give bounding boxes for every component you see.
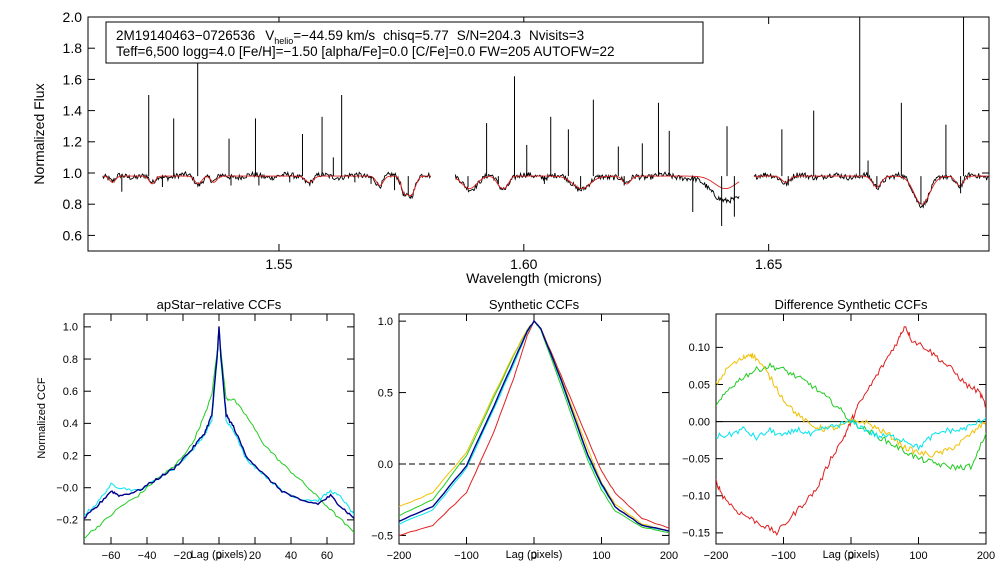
- synthetic-ccf-x-tick-label: 100: [592, 550, 610, 562]
- spectrum-x-tick-label: 1.55: [265, 256, 292, 272]
- difference-ccf-series-red: [716, 326, 986, 536]
- apstar-ccf-series-cyan: [84, 327, 354, 516]
- apstar-ccf-x-label: Lag (pixels): [191, 549, 248, 561]
- apstar-ccf-y-tick-label: −0.0: [56, 483, 78, 495]
- apstar-ccf-x-tick-label: 0: [216, 550, 222, 562]
- difference-ccf-y-tick-label: −0.15: [682, 528, 710, 540]
- synthetic-ccf-x-label: Lag (pixels): [506, 549, 563, 561]
- apstar-ccf-x-tick-label: 60: [321, 550, 333, 562]
- apstar-ccf-x-tick-label: 40: [285, 550, 297, 562]
- spectrum-info-box: 2M19140463−0726536 Vhelio=−44.59 km/s chis…: [105, 21, 704, 64]
- info-vhelio-value: =−44.59 km/s: [293, 28, 375, 43]
- spectrum-y-tick-label: 0.6: [63, 227, 83, 243]
- difference-ccf-y-tick-label: 0.00: [689, 416, 710, 428]
- difference-ccf-y-tick-label: −0.10: [682, 491, 710, 503]
- synthetic-ccf-y-tick-label: −0.5: [371, 530, 393, 542]
- synthetic-ccf-series-green: [399, 320, 669, 534]
- difference-ccf-y-tick-label: 0.05: [689, 379, 710, 391]
- synthetic-ccf-series-red: [399, 319, 669, 537]
- spectrum-y-tick-label: 1.2: [63, 134, 83, 150]
- spectrum-y-tick-label: 0.8: [63, 196, 83, 212]
- observed-spectrum-segment: [753, 171, 989, 209]
- model-spectrum-segment: [455, 175, 740, 190]
- apstar-ccf-plot-frame: [83, 313, 355, 545]
- spectrum-y-tick-label: 1.0: [63, 165, 83, 181]
- spectrum-x-label: Wavelength (microns): [466, 270, 602, 286]
- difference-ccf-plot-frame: [715, 313, 987, 545]
- difference-ccf-x-tick-label: 100: [909, 550, 927, 562]
- difference-ccf-y-tick-label: −0.05: [682, 454, 710, 466]
- model-spectrum-segment: [753, 175, 989, 205]
- difference-ccf-ticks: −200 −100 0 100 200 −0.15 −0.10 −0.05 0.00 0.05 0.…: [682, 314, 995, 562]
- apstar-ccf-y-label: Normalized CCF: [36, 377, 48, 459]
- spectrum-y-label: Normalized Flux: [31, 83, 47, 184]
- apstar-ccf-y-tick-label: −0.2: [56, 515, 78, 527]
- model-spectrum-segment: [102, 175, 431, 197]
- spectrum-ticks: 1.55 1.60 1.65 0.6 0.8 1.0 1.2 1.4 1.6 1.8 2.0: [63, 9, 989, 272]
- apstar-ccf-ticks: −60 −40 −20 0 20 40 60 −0.2 −0.0 0.2 0.4 0.6 0.8 1.0: [56, 314, 354, 562]
- info-vhelio-label: V: [265, 28, 274, 43]
- info-vhelio-sub: helio: [274, 36, 293, 46]
- difference-ccf-x-tick-label: −200: [704, 550, 729, 562]
- synthetic-ccf-plot-frame: [398, 313, 670, 545]
- info-snr: S/N=204.3: [457, 28, 521, 43]
- info-line-1: 2M19140463−0726536 Vhelio=−44.59 km/s chis…: [116, 28, 584, 46]
- synthetic-ccf-x-tick-label: −200: [387, 550, 412, 562]
- apstar-ccf-panel: −60 −40 −20 0 20 40 60−0.2−0.00.20.40.60.81.0 …: [36, 297, 355, 562]
- synthetic-ccf-panel: −200 −100 0 100 200 −0.5 0.0 0.5 1.0 Synthetic C…: [371, 297, 678, 562]
- apstar-ccf-y-tick-label: 0.4: [63, 418, 78, 430]
- apstar-ccf-x-tick-label: −40: [138, 550, 157, 562]
- difference-ccf-panel: −200 −100 0 100 200 −0.15 −0.10 −0.05 0.00 0.05 0.…: [682, 297, 995, 562]
- synthetic-ccf-series-cyan: [399, 320, 669, 532]
- info-nvisits: Nvisits=3: [529, 28, 584, 43]
- apstar-ccf-x-tick-label: −60: [102, 550, 121, 562]
- spectrum-x-tick-label: 1.65: [755, 256, 782, 272]
- info-line-2: Teff=6,500 logg=4.0 [Fe/H]=−1.50 [alpha/…: [116, 44, 615, 59]
- observed-spectrum-segment: [454, 171, 740, 204]
- apstar-ccf-y-tick-label: 0.2: [63, 450, 78, 462]
- apstar-ccf-x-tick-label: −20: [174, 550, 193, 562]
- apstar-ccf-title: apStar−relative CCFs: [157, 297, 282, 312]
- spectrum-plot-frame: [87, 16, 990, 252]
- spectrum-y-tick-label: 1.6: [63, 71, 83, 87]
- synthetic-ccf-y-tick-label: 0.5: [378, 387, 393, 399]
- synthetic-ccf-title: Synthetic CCFs: [489, 297, 580, 312]
- info-box-frame: [105, 21, 704, 64]
- apstar-ccf-y-tick-label: 0.6: [63, 386, 78, 398]
- difference-ccf-series-cyan: [716, 417, 986, 451]
- apstar-ccf-series-green: [84, 327, 354, 540]
- difference-ccf-y-tick-label: 0.10: [689, 342, 710, 354]
- difference-ccf-series-green: [716, 362, 986, 472]
- difference-ccf-series: [716, 326, 986, 536]
- synthetic-ccf-series: [399, 319, 669, 537]
- spectrum-y-tick-label: 1.8: [63, 40, 83, 56]
- apstar-ccf-series-navy: [84, 326, 354, 520]
- apstar-ccf-y-tick-label: 1.0: [63, 322, 78, 334]
- spectrum-x-tick-label: 1.60: [510, 256, 537, 272]
- info-star-id: 2M19140463−0726536: [116, 28, 255, 43]
- synthetic-ccf-series-navy: [399, 319, 669, 532]
- synthetic-ccf-series-yellow: [399, 320, 669, 532]
- difference-ccf-x-tick-label: 0: [848, 550, 854, 562]
- difference-ccf-x-tick-label: −100: [771, 550, 796, 562]
- synthetic-ccf-y-tick-label: 1.0: [378, 316, 393, 328]
- synthetic-ccf-ticks: −200 −100 0 100 200 −0.5 0.0 0.5 1.0: [371, 314, 678, 562]
- synthetic-ccf-x-tick-label: 0: [531, 550, 537, 562]
- spectrum-panel: 1.55 1.60 1.65 0.6 0.8 1.0 1.2 1.4 1.6 1.8 2.0 Wav…: [31, 9, 990, 286]
- difference-ccf-x-label: Lag (pixels): [823, 549, 880, 561]
- spectrum-y-tick-label: 1.4: [63, 103, 83, 119]
- synthetic-ccf-x-tick-label: 200: [660, 550, 678, 562]
- apstar-ccf-series: [84, 326, 354, 540]
- difference-ccf-x-tick-label: 200: [977, 550, 995, 562]
- synthetic-ccf-y-tick-label: 0.0: [378, 459, 393, 471]
- info-chisq: chisq=5.77: [383, 28, 449, 43]
- spectrum-y-tick-label: 2.0: [63, 9, 83, 25]
- apstar-ccf-y-tick-label: 0.8: [63, 354, 78, 366]
- apstar-ccf-x-tick-label: 20: [249, 550, 261, 562]
- difference-ccf-series-yellow: [716, 352, 986, 458]
- difference-ccf-title: Difference Synthetic CCFs: [775, 297, 928, 312]
- synthetic-ccf-x-tick-label: −100: [454, 550, 479, 562]
